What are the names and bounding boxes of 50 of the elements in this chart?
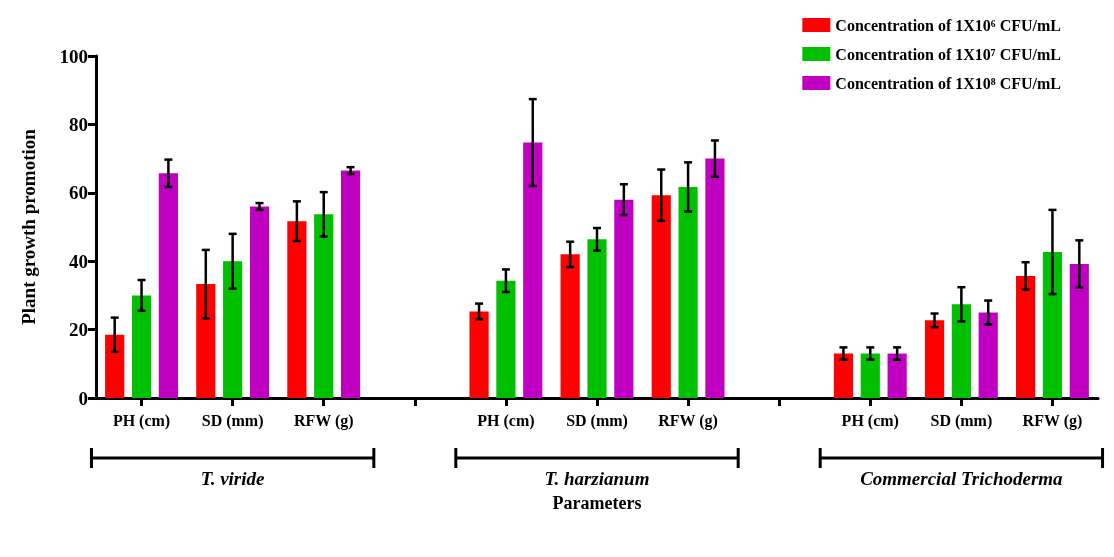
bar <box>496 280 516 398</box>
x-tick-label: PH (cm) <box>112 411 171 430</box>
x-tick-label: SD (mm) <box>930 411 993 430</box>
text: Commercial Trichoderma <box>860 467 1064 489</box>
text: T. harzianum <box>544 467 650 489</box>
bar <box>614 199 634 398</box>
bar <box>1016 275 1036 398</box>
bar <box>587 239 607 398</box>
legend-label: Concentration of 1X10⁷ CFU/mL <box>835 45 1062 63</box>
text: T. viride <box>200 467 266 489</box>
bar <box>131 295 152 398</box>
bar <box>860 353 880 398</box>
bar <box>951 304 971 398</box>
bar <box>705 158 725 398</box>
bar <box>523 142 543 398</box>
y-tick-label: 100 <box>59 45 88 67</box>
y-axis-title: Plant growth promotion <box>18 128 39 325</box>
x-tick-label: SD (mm) <box>566 411 628 430</box>
bar <box>678 186 698 398</box>
x-tick-label: RFW (g) <box>293 411 354 430</box>
y-tick-label: 20 <box>69 319 88 341</box>
x-tick-label: RFW (g) <box>1022 411 1083 430</box>
bar <box>196 284 216 398</box>
bar <box>978 312 998 398</box>
x-tick-label: RFW (g) <box>658 411 718 430</box>
legend-label: Concentration of 1X10⁶ CFU/mL <box>835 16 1062 34</box>
bar <box>249 206 270 398</box>
bar <box>287 221 307 398</box>
bar <box>560 254 580 398</box>
bar <box>924 320 945 398</box>
x-tick-label: PH (cm) <box>477 411 535 430</box>
bar <box>651 195 671 398</box>
bar <box>223 261 243 398</box>
bar <box>314 214 334 398</box>
x-axis-title: Parameters <box>552 493 642 513</box>
bar <box>469 311 489 398</box>
y-tick-label: 0 <box>78 387 88 409</box>
legend-label: Concentration of 1X10⁸ CFU/mL <box>835 74 1062 92</box>
bar <box>158 173 178 398</box>
x-tick-label: PH (cm) <box>841 411 899 430</box>
bar <box>1069 263 1089 398</box>
bar <box>887 353 907 398</box>
bar <box>340 170 361 398</box>
y-tick-label: 40 <box>69 250 88 272</box>
bar <box>105 334 125 398</box>
y-tick-label: 60 <box>69 182 88 204</box>
x-tick-label: SD (mm) <box>201 411 264 430</box>
bar <box>1042 251 1063 398</box>
bar <box>833 353 854 398</box>
y-tick-label: 80 <box>69 113 88 135</box>
